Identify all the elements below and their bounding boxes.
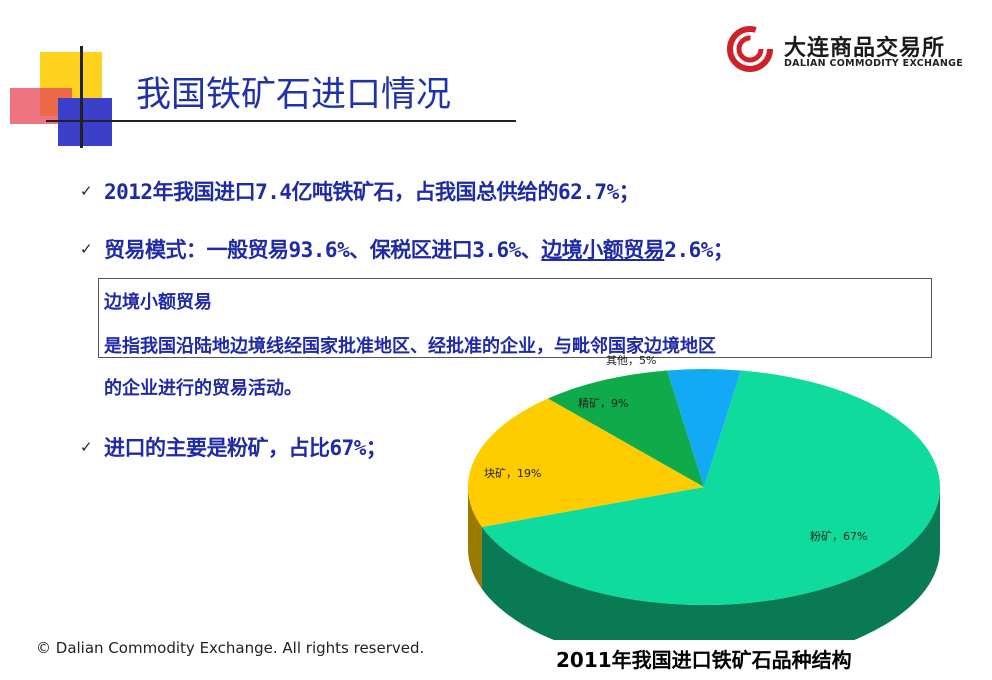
- pie-slice-4-label: 其他，5%: [606, 354, 656, 367]
- chart-caption: 2011年我国进口铁矿石品种结构: [556, 648, 852, 672]
- pie-slice-1: [481, 370, 940, 605]
- logo-text-en: DALIAN COMMODITY EXCHANGE: [784, 58, 964, 69]
- pie-slice-2-side-0: [468, 487, 482, 589]
- bullet-import-volume: 2012年我国进口7.4亿吨铁矿石，占我国总供给的62.7%；: [104, 180, 640, 204]
- ore-structure-pie-chart: 粉矿，67% 块矿，19% 精矿，9% 其他，5%: [468, 354, 940, 640]
- dce-logo-icon: [727, 26, 773, 72]
- pie-sides: [468, 487, 940, 640]
- pie-tops: [468, 369, 940, 605]
- definition-title: 边境小额贸易: [104, 292, 212, 313]
- trade-mode-suffix: 2.6%；: [664, 238, 734, 262]
- pie-slice-4: [667, 369, 741, 487]
- check-icon: ✓: [80, 438, 93, 456]
- decor-horizontal-line: [46, 120, 516, 122]
- pie-slice-3: [547, 370, 704, 487]
- check-icon: ✓: [80, 182, 93, 200]
- definition-line-1: 是指我国沿陆地边境线经国家批准地区、经批准的企业，与毗邻国家边境地区: [104, 336, 716, 357]
- definition-box: [98, 278, 932, 358]
- trade-mode-prefix: 贸易模式：一般贸易93.6%、保税区进口3.6%、: [104, 238, 542, 262]
- pie-slice-2-label: 块矿，19%: [484, 467, 541, 480]
- pie-labels: 粉矿，67% 块矿，19% 精矿，9% 其他，5%: [484, 354, 867, 543]
- decor-vertical-line: [80, 46, 83, 148]
- decor-blue-square: [58, 98, 112, 146]
- definition-line-2: 的企业进行的贸易活动。: [104, 378, 302, 399]
- pie-slice-1-label: 粉矿，67%: [810, 530, 867, 543]
- logo-text-cn: 大连商品交易所: [784, 36, 946, 61]
- bullet-fine-ore-share: 进口的主要是粉矿，占比67%；: [104, 436, 387, 460]
- footer-copyright: © Dalian Commodity Exchange. All rights …: [36, 639, 425, 657]
- check-icon: ✓: [80, 240, 93, 258]
- bullet-trade-mode: 贸易模式：一般贸易93.6%、保税区进口3.6%、边境小额贸易2.6%；: [104, 234, 734, 264]
- pie-slice-3-label: 精矿，9%: [578, 397, 628, 410]
- page-title: 我国铁矿石进口情况: [136, 75, 452, 115]
- pie-slice-1-side-0: [481, 487, 940, 640]
- pie-slice-2: [468, 398, 704, 527]
- dce-logo: 大连商品交易所 DALIAN COMMODITY EXCHANGE: [726, 24, 963, 76]
- border-trade-link[interactable]: 边境小额贸易: [541, 238, 665, 262]
